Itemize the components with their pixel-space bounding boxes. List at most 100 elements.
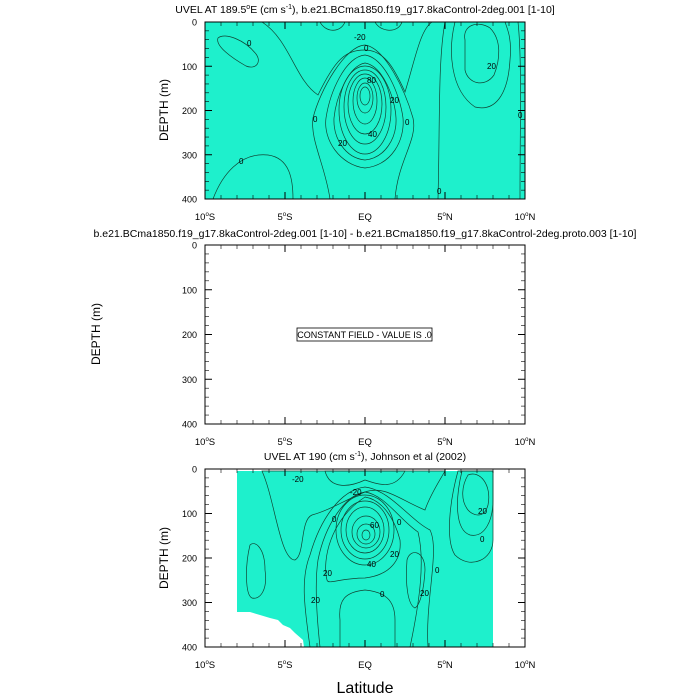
y-tick-label: 100 — [182, 285, 197, 295]
contour-region-yellow — [406, 552, 426, 609]
y-tick-label: 200 — [182, 106, 197, 116]
x-tick-label: 5oS — [278, 437, 293, 448]
y-tick-label: 200 — [182, 330, 197, 340]
contour-label: 20 — [390, 550, 399, 559]
contour-region-green — [217, 35, 259, 68]
contour-label: 20 — [487, 62, 496, 71]
contour-label: 20 — [420, 589, 429, 598]
contour-label: 0 — [397, 518, 402, 527]
x-tick-label: 10oN — [515, 437, 536, 448]
contour-label: 0 — [435, 566, 440, 575]
y-axis-label: DEPTH (m) — [89, 303, 103, 365]
panel-middle: b.e21.BCma1850.f19_g17.8kaControl-2deg.0… — [89, 228, 637, 448]
contour-label: -20 — [350, 488, 362, 497]
contour-label: 20 — [390, 96, 399, 105]
contour-label: 0 — [405, 118, 410, 127]
contour-region-bright-green — [315, 491, 422, 647]
contour-label: 0 — [239, 157, 244, 166]
contour-label: 40 — [368, 130, 377, 139]
x-tick-label: 10oS — [195, 212, 215, 223]
y-tick-label: 300 — [182, 375, 197, 385]
x-tick-label: 10oS — [195, 437, 215, 448]
contour-region-green — [246, 543, 266, 599]
x-axis-label: Latitude — [337, 680, 394, 697]
y-tick-label: 100 — [182, 62, 197, 72]
contour-label: 0 — [518, 111, 523, 120]
x-tick-label: EQ — [358, 660, 372, 671]
x-tick-label: 10oN — [515, 660, 536, 671]
contour-region-background — [339, 589, 396, 647]
contour-label: 0 — [332, 515, 337, 524]
x-tick-label: 5oN — [437, 437, 453, 448]
contour-label: 0 — [313, 115, 318, 124]
x-tick-label: 5oN — [437, 212, 453, 223]
panel-top-title: UVEL AT 189.5oE (cm s-1), b.e21.BCma1850… — [175, 4, 555, 16]
contour-region-60 — [351, 515, 381, 549]
contour-labels-top: 0 -20 0 80 20 0 0 40 20 20 0 0 0 — [239, 33, 523, 196]
y-tick-label: 400 — [182, 420, 197, 430]
contour-region-60 — [352, 77, 378, 125]
contour-label: 0 — [480, 535, 485, 544]
contour-region-bright-green — [451, 22, 511, 109]
contour-region-deep-cyan — [324, 470, 406, 486]
constant-field-box — [296, 327, 433, 342]
panel-top: UVEL AT 189.5oE (cm s-1), b.e21.BCma1850… — [157, 4, 555, 223]
y-tick-label: 300 — [182, 598, 197, 608]
contour-fill-bottom — [237, 470, 494, 647]
x-tick-label: EQ — [358, 212, 372, 223]
contour-region-50 — [345, 506, 385, 554]
contour-label: 0 — [437, 187, 442, 196]
contour-label: -20 — [292, 475, 304, 484]
contour-label: 60 — [370, 521, 379, 530]
x-tick-label: 5oN — [437, 660, 453, 671]
contour-region-yellow — [464, 23, 500, 84]
contour-region-50 — [347, 73, 383, 135]
contour-label: 40 — [367, 560, 376, 569]
panel-bottom: UVEL AT 190 (cm s-1), Johnson et al (200… — [157, 451, 536, 697]
constant-field-annotation: CONSTANT FIELD - VALUE IS .0 — [297, 330, 432, 340]
contour-fill-top — [205, 22, 525, 199]
contour-region-30 — [335, 494, 395, 566]
contour-region-yellow — [325, 496, 401, 583]
x-tick-label: EQ — [358, 437, 372, 448]
y-tick-label: 300 — [182, 150, 197, 160]
contour-labels-bottom: -20 -20 0 60 0 20 40 20 0 20 0 20 0 20 — [292, 475, 487, 605]
y-axis-label: DEPTH (m) — [157, 527, 171, 589]
y-tick-label: 100 — [182, 509, 197, 519]
contour-region-yellow — [333, 62, 397, 161]
contour-region-green — [312, 44, 415, 199]
contour-region-background — [205, 22, 525, 199]
contour-region-30 — [338, 65, 392, 155]
contour-label: 20 — [338, 139, 347, 148]
contour-label: 0 — [380, 590, 385, 599]
contour-region-70 — [356, 523, 376, 545]
contour-region-40 — [340, 500, 390, 560]
contour-region-70 — [356, 82, 374, 114]
contour-region-40 — [343, 69, 387, 145]
y-tick-label: 0 — [192, 465, 197, 475]
contour-label: 20 — [323, 569, 332, 578]
contour-label: 0 — [364, 44, 369, 53]
contour-label: 20 — [311, 596, 320, 605]
contour-region-yellow — [462, 473, 490, 516]
y-axis-label: DEPTH (m) — [157, 79, 171, 141]
x-tick-label: 10oS — [195, 660, 215, 671]
y-tick-label: 400 — [182, 643, 197, 653]
y-tick-label: 0 — [192, 241, 197, 251]
x-tick-label: 10oN — [515, 212, 536, 223]
panel-bottom-title: UVEL AT 190 (cm s-1), Johnson et al (200… — [264, 451, 466, 463]
contour-region-green — [437, 22, 521, 199]
contour-label: -20 — [354, 33, 366, 42]
contour-region-green — [212, 154, 294, 199]
contour-region-green — [449, 470, 494, 563]
contour-region-80 — [361, 529, 371, 541]
contour-region-80 — [359, 86, 371, 106]
contour-label: 80 — [367, 76, 376, 85]
panel-middle-title: b.e21.BCma1850.f19_g17.8kaControl-2deg.0… — [94, 228, 637, 240]
contour-region-bright-green — [325, 54, 404, 169]
contour-label: 0 — [247, 39, 252, 48]
y-tick-label: 0 — [192, 18, 197, 28]
y-tick-label: 200 — [182, 554, 197, 564]
contour-label: 20 — [478, 507, 487, 516]
x-tick-label: 5oS — [278, 212, 293, 223]
